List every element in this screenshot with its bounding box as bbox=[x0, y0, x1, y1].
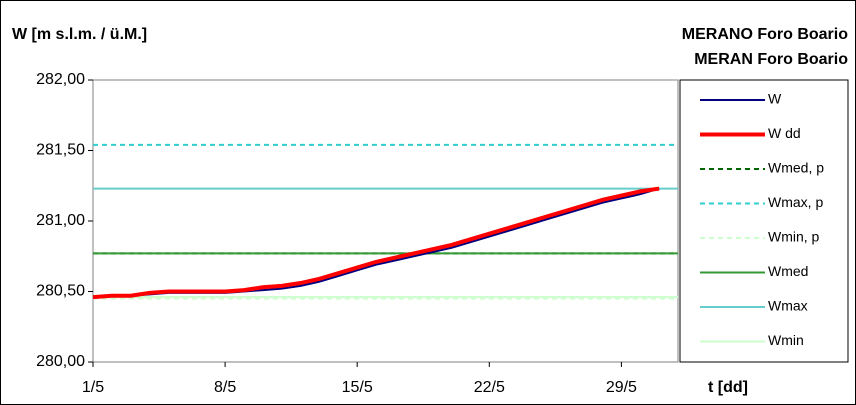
x-tick-label: 8/5 bbox=[214, 379, 236, 396]
x-tick-label: 22/5 bbox=[474, 379, 505, 396]
chart-subtitle: MERAN Foro Boario bbox=[694, 51, 848, 68]
y-tick-label: 280,00 bbox=[36, 353, 85, 370]
x-tick-label: 29/5 bbox=[606, 379, 637, 396]
legend-label: W dd bbox=[768, 125, 801, 141]
legend-label: Wmed bbox=[768, 263, 808, 279]
chart-title: MERANO Foro Boario bbox=[682, 26, 848, 43]
x-tick-label: 15/5 bbox=[342, 379, 373, 396]
legend-label: W bbox=[768, 91, 782, 107]
x-axis-label: t [dd] bbox=[708, 379, 748, 396]
y-tick-label: 281,50 bbox=[36, 142, 85, 159]
legend-label: Wmin, p bbox=[768, 229, 820, 245]
legend-box bbox=[679, 79, 849, 363]
plot-area bbox=[92, 79, 679, 363]
legend-label: Wmax, p bbox=[768, 194, 823, 210]
x-tick-label: 1/5 bbox=[82, 379, 104, 396]
y-axis-label: W [m s.l.m. / ü.M.] bbox=[12, 26, 147, 43]
series-line bbox=[92, 186, 660, 300]
legend-label: Wmin bbox=[768, 332, 804, 348]
y-tick-label: 280,50 bbox=[36, 283, 85, 300]
y-tick-label: 282,00 bbox=[36, 71, 85, 88]
y-tick-label: 281,00 bbox=[36, 212, 85, 229]
legend-label: Wmed, p bbox=[768, 160, 824, 176]
legend-label: Wmax bbox=[768, 298, 808, 314]
